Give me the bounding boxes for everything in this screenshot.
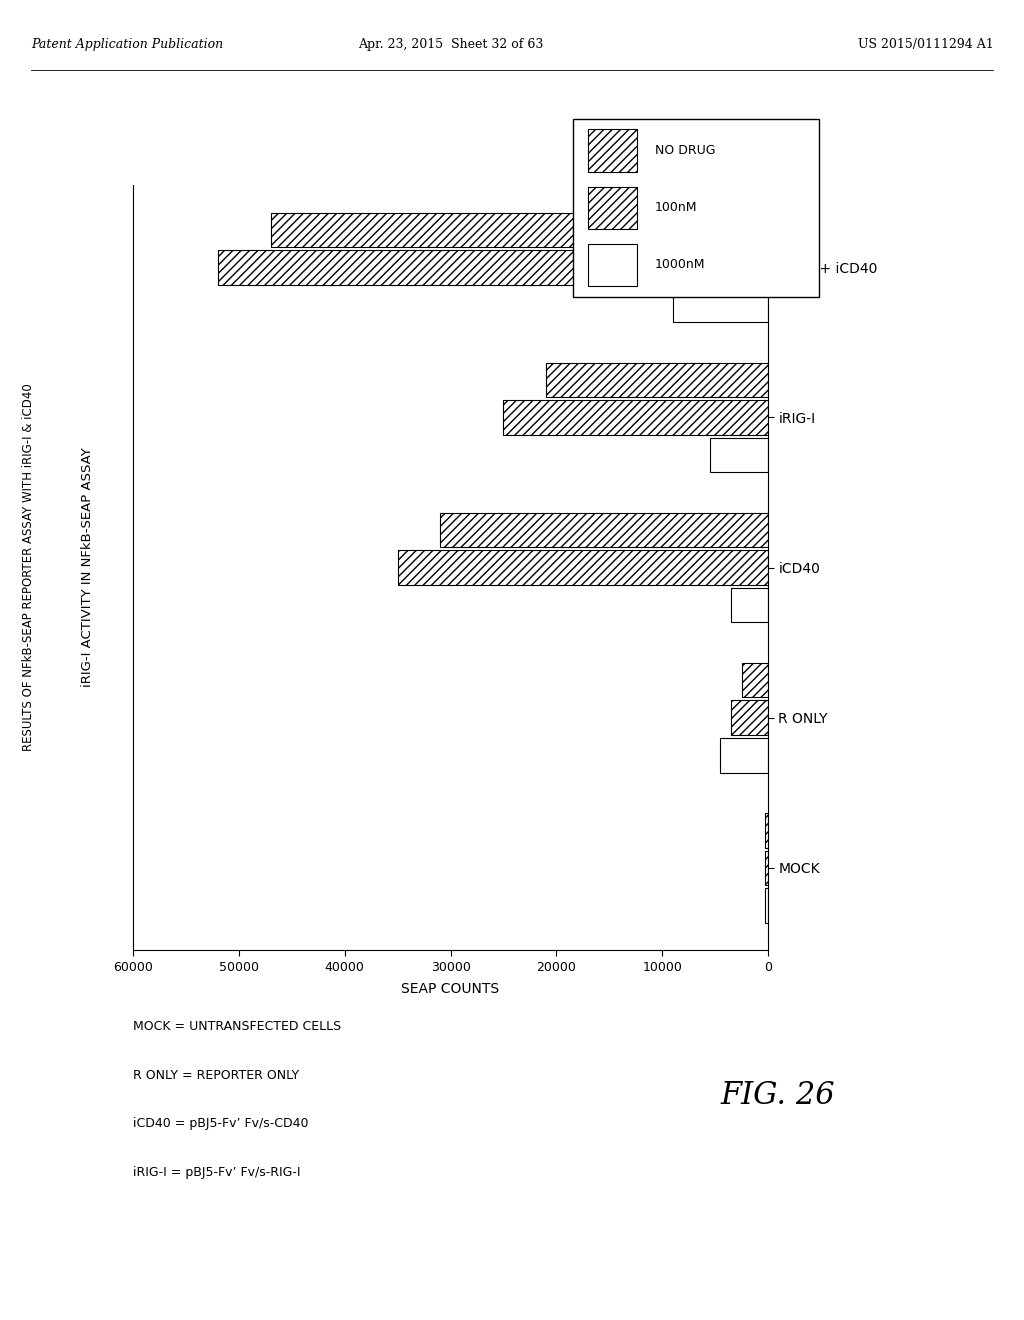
Bar xyxy=(588,186,637,230)
Bar xyxy=(218,249,768,285)
Bar xyxy=(731,587,768,623)
Bar xyxy=(270,213,768,247)
Bar xyxy=(504,400,768,434)
Bar xyxy=(731,701,768,735)
Bar xyxy=(721,738,768,772)
Bar xyxy=(765,888,768,923)
Text: 100nM: 100nM xyxy=(654,202,697,214)
Text: Patent Application Publication: Patent Application Publication xyxy=(31,38,223,51)
Text: iRIG-I ACTIVITY IN NFkB-SEAP ASSAY: iRIG-I ACTIVITY IN NFkB-SEAP ASSAY xyxy=(81,447,93,688)
Bar xyxy=(741,663,768,697)
Text: R ONLY = REPORTER ONLY: R ONLY = REPORTER ONLY xyxy=(133,1069,299,1081)
Bar xyxy=(765,850,768,886)
Bar xyxy=(397,550,768,585)
Bar xyxy=(710,438,768,473)
Text: RESULTS OF NFkB-SEAP REPORTER ASSAY WITH iRIG-I & iCD40: RESULTS OF NFkB-SEAP REPORTER ASSAY WITH… xyxy=(23,384,35,751)
Bar xyxy=(440,512,768,548)
Bar xyxy=(588,243,637,286)
X-axis label: SEAP COUNTS: SEAP COUNTS xyxy=(401,982,500,997)
Text: NO DRUG: NO DRUG xyxy=(654,144,715,157)
Text: FIG. 26: FIG. 26 xyxy=(721,1080,836,1111)
Bar xyxy=(546,363,768,397)
Text: Apr. 23, 2015  Sheet 32 of 63: Apr. 23, 2015 Sheet 32 of 63 xyxy=(357,38,544,51)
Text: iRIG-I = pBJ5-Fv’ Fv/s-RIG-I: iRIG-I = pBJ5-Fv’ Fv/s-RIG-I xyxy=(133,1166,301,1179)
Bar xyxy=(765,813,768,847)
Text: 1000nM: 1000nM xyxy=(654,259,706,272)
Text: MOCK = UNTRANSFECTED CELLS: MOCK = UNTRANSFECTED CELLS xyxy=(133,1020,341,1034)
Text: US 2015/0111294 A1: US 2015/0111294 A1 xyxy=(857,38,993,51)
Bar xyxy=(673,288,768,322)
Text: iCD40 = pBJ5-Fv’ Fv/s-CD40: iCD40 = pBJ5-Fv’ Fv/s-CD40 xyxy=(133,1117,308,1130)
FancyBboxPatch shape xyxy=(573,119,819,297)
Bar xyxy=(588,129,637,172)
